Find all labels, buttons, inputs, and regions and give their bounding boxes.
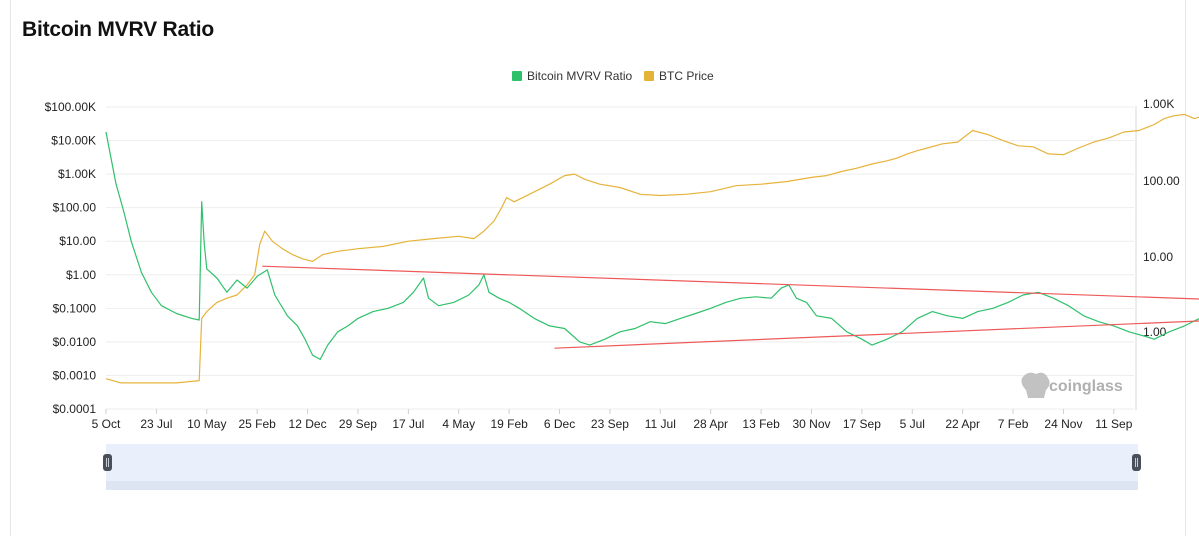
- navigator-series-preview: [106, 481, 1138, 490]
- x-tick-label: 5 Jul: [900, 417, 925, 431]
- x-tick-label: 24 Nov: [1044, 417, 1082, 431]
- legend-item-mvrv[interactable]: Bitcoin MVRV Ratio: [512, 69, 632, 83]
- x-axis-labels: 5 Oct 23 Jul 10 May 25 Feb 12 Dec 29 Sep 17 Ju…: [92, 409, 1133, 431]
- range-navigator[interactable]: [106, 444, 1138, 490]
- x-tick-label: 6 Dec: [544, 417, 575, 431]
- watermark-text: coinglass: [1049, 378, 1123, 395]
- annotations: [262, 265, 1199, 349]
- legend: Bitcoin MVRV Ratio BTC Price: [512, 69, 714, 83]
- y-left-tick-label: $10.00K: [51, 134, 96, 148]
- x-tick-label: 7 Feb: [998, 417, 1029, 431]
- x-tick-label: 17 Sep: [843, 417, 881, 431]
- x-tick-label: 23 Jul: [140, 417, 172, 431]
- page-title: Bitcoin MVRV Ratio: [22, 18, 215, 41]
- x-tick-label: 11 Sep: [1095, 417, 1132, 431]
- y-right-tick-label: 10.00: [1143, 250, 1173, 264]
- series-line-mvrv: [105, 131, 1199, 360]
- x-tick-label: 17 Jul: [392, 417, 424, 431]
- y-right-tick-label: 1.00K: [1143, 97, 1174, 111]
- y-left-tick-label: $1.00K: [58, 167, 96, 181]
- x-tick-label: 5 Oct: [92, 417, 121, 431]
- right-border: [1185, 0, 1186, 536]
- x-tick-label: 4 May: [442, 417, 475, 431]
- x-tick-label: 12 Dec: [289, 417, 327, 431]
- x-tick-label: 11 Jul: [645, 417, 676, 431]
- x-tick-label: 25 Feb: [238, 417, 276, 431]
- watermark: coinglass: [1021, 372, 1123, 398]
- y-left-tick-label: $0.0001: [53, 402, 97, 416]
- x-tick-label: 19 Feb: [490, 417, 528, 431]
- legend-label-mvrv: Bitcoin MVRV Ratio: [527, 69, 632, 83]
- x-tick-label: 22 Apr: [945, 417, 980, 431]
- legend-swatch-mvrv: [512, 71, 522, 81]
- y-right-tick-label: 100.00: [1143, 174, 1180, 188]
- y-left-tick-label: $100.00: [53, 201, 97, 215]
- x-tick-label: 10 May: [187, 417, 226, 431]
- legend-swatch-price: [644, 71, 654, 81]
- coinglass-logo-icon: [1021, 372, 1050, 398]
- left-axis-labels: $0.0001 $0.0010 $0.0100 $0.1000 $1.00 $10.00 $…: [45, 100, 97, 416]
- y-left-tick-label: $0.0010: [53, 368, 97, 382]
- x-tick-label: 13 Feb: [742, 417, 780, 431]
- trendline-upper: [262, 265, 1199, 300]
- gridlines: [106, 106, 1134, 410]
- x-tick-label: 28 Apr: [693, 417, 728, 431]
- y-left-tick-label: $0.0100: [53, 335, 97, 349]
- series-line-btc-price: [105, 113, 1199, 384]
- x-tick-label: 23 Sep: [591, 417, 629, 431]
- y-left-tick-label: $1.00: [66, 268, 96, 282]
- legend-label-price: BTC Price: [659, 69, 714, 83]
- x-tick-label: 29 Sep: [339, 417, 377, 431]
- x-tick-label: 30 Nov: [792, 417, 830, 431]
- y-left-tick-label: $0.1000: [53, 301, 97, 315]
- left-border: [10, 0, 11, 536]
- series: [105, 113, 1199, 384]
- navigator-right-handle[interactable]: [1132, 454, 1141, 471]
- navigator-left-handle[interactable]: [103, 454, 112, 471]
- y-left-tick-label: $10.00: [59, 234, 96, 248]
- y-left-tick-label: $100.00K: [45, 100, 96, 114]
- trendline-lower: [554, 320, 1199, 349]
- legend-item-price[interactable]: BTC Price: [644, 69, 714, 83]
